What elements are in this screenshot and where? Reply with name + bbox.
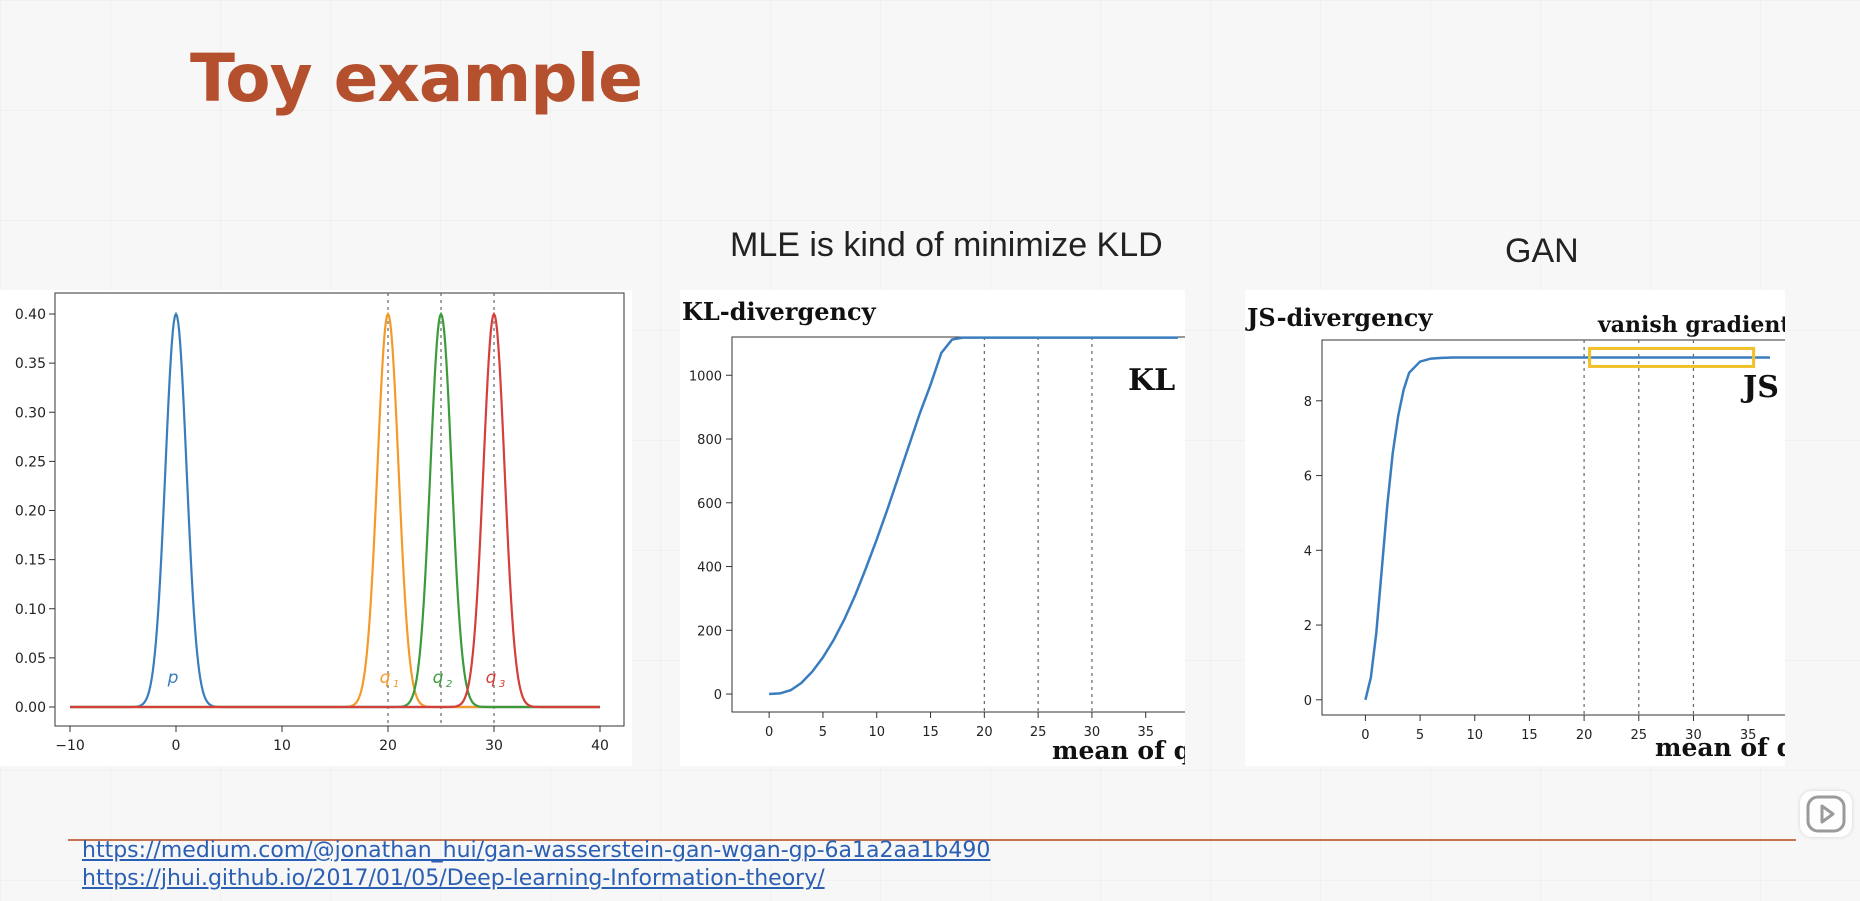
gaussian-xtick-label-2: 10 bbox=[273, 738, 291, 754]
gaussian-xtick-label-4: 30 bbox=[485, 738, 503, 754]
kl-chart-svg: KL-divergency KL 0 5 10 15 20 25 30 35 0 200 400 6… bbox=[682, 297, 1231, 765]
gaussian-series-label-0: p bbox=[167, 668, 179, 688]
js-xtick-label-4: 20 bbox=[1576, 728, 1593, 743]
js-divergence-curve bbox=[1364, 356, 1770, 701]
js-xtick-label-6: 30 bbox=[1685, 728, 1702, 743]
gaussian-series-sub-3: 3 bbox=[499, 679, 505, 690]
vanish-gradient-annotation: vanish gradient bbox=[1597, 312, 1785, 338]
gaussian-series-sub-1: 1 bbox=[393, 679, 399, 690]
vanish-gradient-highlight-box bbox=[1588, 346, 1756, 368]
js-xtick-label-1: 5 bbox=[1416, 728, 1424, 743]
js-plot-frame bbox=[1321, 339, 1860, 716]
kl-xtick-label-7: 35 bbox=[1137, 725, 1154, 740]
kl-chart-title: KL-divergency bbox=[682, 297, 877, 326]
mle-caption: MLE is kind of minimize KLD bbox=[730, 226, 1163, 264]
js-ytick-label-4: 8 bbox=[1304, 395, 1312, 410]
gaussian-ytick-label-4: 0.20 bbox=[15, 504, 46, 520]
js-xtick-label-5: 25 bbox=[1631, 728, 1648, 743]
kl-divergency-chart: KL-divergency KL 0 5 10 15 20 25 30 35 0 200 400 6… bbox=[680, 290, 1231, 766]
kl-ytick-label-5: 1000 bbox=[689, 369, 722, 384]
gaussian-series-label-1: q bbox=[380, 668, 391, 688]
reference-link-jhui[interactable]: https://jhui.github.io/2017/01/05/Deep-l… bbox=[82, 866, 825, 891]
js-ytick-label-1: 2 bbox=[1304, 619, 1312, 634]
slide-title: Toy example bbox=[190, 40, 643, 117]
js-chart-title: JS-divergency bbox=[1245, 303, 1433, 332]
kl-xtick-label-4: 20 bbox=[976, 725, 993, 740]
gaussian-ytick-label-1: 0.05 bbox=[15, 651, 46, 667]
gaussian-distributions-chart: −10 0 10 20 30 40 0.00 0.05 0.10 0.15 0.20 0.25 0.3… bbox=[0, 290, 632, 766]
gaussian-xtick-label-3: 20 bbox=[379, 738, 397, 754]
gaussian-xtick-label-0: −10 bbox=[55, 738, 85, 754]
kl-xtick-label-6: 30 bbox=[1084, 725, 1101, 740]
kl-series-label: KL bbox=[1128, 363, 1175, 398]
kl-ytick-label-4: 800 bbox=[697, 433, 722, 448]
js-ytick-label-3: 6 bbox=[1304, 470, 1312, 485]
gaussian-curve-3 bbox=[70, 311, 600, 709]
gaussian-ytick-label-7: 0.35 bbox=[15, 356, 46, 372]
js-series-label: JS bbox=[1740, 370, 1779, 405]
gaussian-ytick-label-3: 0.15 bbox=[15, 553, 46, 569]
gaussian-plot-frame bbox=[54, 292, 625, 727]
js-x-axis-label: mean of q bbox=[1655, 733, 1785, 762]
kl-ytick-label-1: 200 bbox=[697, 624, 722, 639]
kl-x-axis-label: mean of q bbox=[1052, 736, 1185, 765]
kl-ytick-label-0: 0 bbox=[714, 688, 722, 703]
reference-link-medium[interactable]: https://medium.com/@jonathan_hui/gan-was… bbox=[82, 838, 991, 863]
js-xtick-label-0: 0 bbox=[1361, 728, 1369, 743]
footer-divider bbox=[68, 839, 1796, 841]
gaussian-series-label-3: q bbox=[486, 668, 497, 688]
kl-plot-frame bbox=[731, 336, 1231, 713]
gaussian-curve-0 bbox=[70, 311, 600, 709]
gaussian-curve-2 bbox=[70, 311, 600, 709]
gaussian-series-label-2: q bbox=[433, 668, 444, 688]
kl-xtick-label-2: 10 bbox=[868, 725, 885, 740]
js-ytick-label-0: 0 bbox=[1304, 694, 1312, 709]
kl-ytick-label-2: 400 bbox=[697, 561, 722, 576]
js-xtick-label-7: 35 bbox=[1740, 728, 1757, 743]
js-xtick-label-3: 15 bbox=[1521, 728, 1538, 743]
gaussian-series-sub-2: 2 bbox=[446, 679, 452, 690]
kl-xtick-label-0: 0 bbox=[765, 725, 773, 740]
gaussian-xtick-label-5: 40 bbox=[591, 738, 609, 754]
gaussian-ytick-label-2: 0.10 bbox=[15, 602, 46, 618]
gaussian-ytick-label-6: 0.30 bbox=[15, 405, 46, 421]
kl-ytick-label-3: 600 bbox=[697, 497, 722, 512]
gaussian-chart-svg: −10 0 10 20 30 40 0.00 0.05 0.10 0.15 0.20 0.25 0.3… bbox=[15, 292, 625, 754]
gaussian-ytick-label-8: 0.40 bbox=[15, 307, 46, 323]
gaussian-xtick-label-1: 0 bbox=[172, 738, 181, 754]
gaussian-curve-1 bbox=[70, 311, 600, 709]
js-xtick-label-2: 10 bbox=[1466, 728, 1483, 743]
js-chart-svg: JS-divergency vanish gradient JS 0 5 10 15 2… bbox=[1245, 303, 1860, 762]
gaussian-ytick-label-0: 0.00 bbox=[15, 700, 46, 716]
kl-xtick-label-1: 5 bbox=[819, 725, 827, 740]
gaussian-ytick-label-5: 0.25 bbox=[15, 454, 46, 470]
play-button[interactable] bbox=[1800, 791, 1852, 837]
kl-xtick-label-3: 15 bbox=[922, 725, 939, 740]
gan-caption: GAN bbox=[1505, 232, 1579, 270]
kl-divergence-curve bbox=[769, 336, 1178, 696]
kl-xtick-label-5: 25 bbox=[1030, 725, 1047, 740]
js-ytick-label-2: 4 bbox=[1304, 544, 1312, 559]
play-icon bbox=[1806, 795, 1846, 833]
js-divergency-chart: JS-divergency vanish gradient JS 0 5 10 15 2… bbox=[1245, 290, 1860, 766]
